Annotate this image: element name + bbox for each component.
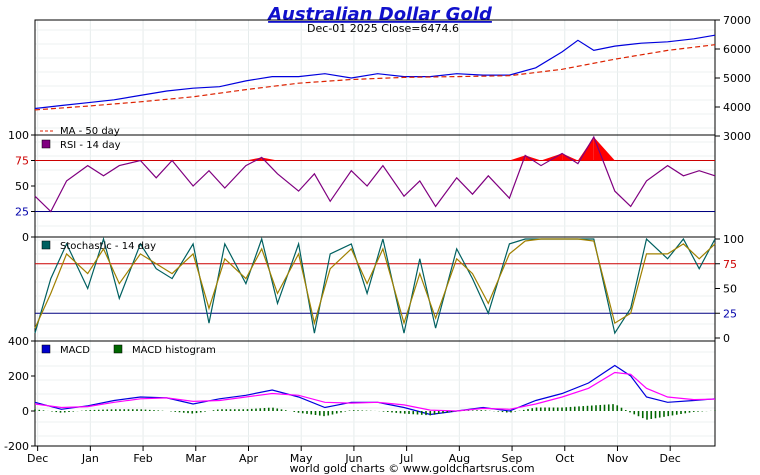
macd-histogram-legend-label: MACD histogram <box>132 345 216 356</box>
macd-legend-label: MACD <box>60 345 90 356</box>
macd-series-signal <box>34 371 716 412</box>
y-tick-label-right: 5000 <box>723 72 751 85</box>
stochastic-plot <box>34 236 716 335</box>
x-tick-label: Dec <box>27 452 48 465</box>
y-tick-label-left: 200 <box>8 370 29 383</box>
stochastic-legend: Stochastic - 14 day <box>41 240 156 252</box>
macd-histogram-legend-swatch <box>113 344 123 354</box>
rsi-overbought-fill <box>562 153 578 161</box>
price-series-ma-50-day <box>34 44 716 111</box>
price-legend: MA - 50 day <box>40 126 120 137</box>
macd-plot <box>34 364 716 420</box>
stochastic-series--k <box>34 236 716 335</box>
stochastic-legend-label: Stochastic - 14 day <box>60 241 156 252</box>
rsi-legend-label: RSI - 14 day <box>60 140 121 151</box>
rsi-overbought-fill <box>509 155 526 161</box>
rsi-overbought-fill <box>261 157 278 161</box>
x-tick-label: Sep <box>502 452 523 465</box>
y-tick-label-right: 0 <box>723 332 730 345</box>
x-tick-label: Feb <box>133 452 152 465</box>
macd-series-macd <box>34 364 716 416</box>
x-tick-label: Jan <box>81 452 99 465</box>
x-tick-label: Apr <box>239 452 259 465</box>
chart-grid <box>35 20 715 446</box>
y-tick-label-right: 25 <box>723 307 737 320</box>
macd-legend-swatch <box>41 344 51 354</box>
y-tick-label-left: -200 <box>4 440 29 453</box>
macd-panel-frame <box>34 340 716 447</box>
macd-legend: MACD MACD histogram <box>41 344 216 356</box>
y-tick-label-right: 3000 <box>723 130 751 143</box>
y-tick-label-right: 75 <box>723 258 737 271</box>
x-tick-label: Oct <box>555 452 575 465</box>
axis-ticks: Dec Jan Feb Mar Apr May Jun Jul Aug Sep Oct Nov Dec 7… <box>4 14 751 465</box>
y-tick-label-right: 100 <box>723 233 744 246</box>
y-tick-label-right: 6000 <box>723 43 751 56</box>
rsi-legend-swatch <box>41 139 51 149</box>
y-tick-label-left: 400 <box>8 335 29 348</box>
price-series-price <box>34 34 716 110</box>
rsi-overbought-fill <box>525 155 542 161</box>
rsi-series-rsi-14-day <box>34 135 716 213</box>
x-tick-label: Aug <box>449 452 470 465</box>
rsi-legend: RSI - 14 day <box>41 139 121 151</box>
y-tick-label-left: 50 <box>15 180 29 193</box>
y-tick-label-right: 50 <box>723 283 737 296</box>
stochastic-series--d <box>34 238 716 329</box>
x-tick-label: Jul <box>399 452 413 465</box>
y-tick-label-right: 7000 <box>723 14 751 27</box>
price-plot <box>34 34 716 111</box>
y-tick-label-right: 4000 <box>723 101 751 114</box>
x-tick-label: Nov <box>607 452 629 465</box>
stochastic-legend-swatch <box>41 240 51 250</box>
rsi-overbought-fill <box>593 137 615 161</box>
x-tick-label: Mar <box>185 452 206 465</box>
rsi-overbought-fill <box>541 153 563 161</box>
y-tick-label-left: 25 <box>15 206 29 219</box>
price-panel-frame <box>34 19 716 136</box>
x-tick-label: Dec <box>660 452 681 465</box>
rsi-plot <box>34 135 716 213</box>
y-tick-label-left: 0 <box>22 405 29 418</box>
chart-subtitle: Dec-01 2025 Close=6474.6 <box>307 22 459 35</box>
x-tick-label: Jun <box>344 452 362 465</box>
chart-footer: world gold charts © www.goldchartsrus.co… <box>289 462 534 475</box>
y-tick-label-left: 75 <box>15 155 29 168</box>
y-tick-label-left: 0 <box>22 231 29 244</box>
ma-legend-label: MA - 50 day <box>60 126 120 137</box>
x-tick-label: May <box>290 452 313 465</box>
y-tick-label-left: 100 <box>8 129 29 142</box>
